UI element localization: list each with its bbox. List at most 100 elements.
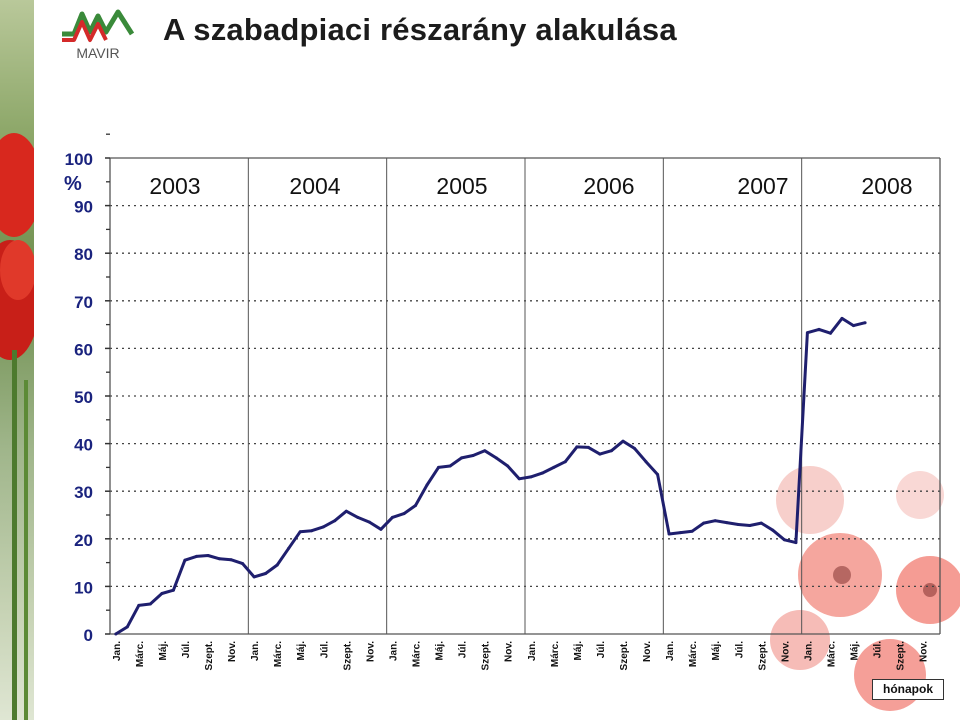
year-label: 2006 bbox=[583, 173, 634, 199]
data-point bbox=[275, 563, 279, 567]
x-tick-label: Máj. bbox=[158, 641, 169, 661]
data-point bbox=[829, 331, 832, 335]
data-point bbox=[160, 592, 164, 595]
x-tick-label: Szept. bbox=[896, 641, 907, 671]
data-point bbox=[402, 512, 406, 516]
y-tick-label: 70 bbox=[74, 293, 93, 312]
x-tick-label: Júl. bbox=[319, 641, 330, 658]
x-tick-label: Júl. bbox=[734, 641, 745, 658]
data-point bbox=[575, 445, 579, 449]
data-point bbox=[621, 439, 625, 443]
data-point bbox=[552, 465, 556, 469]
x-tick-label: Nov. bbox=[780, 641, 791, 662]
y-tick-label: 20 bbox=[74, 531, 93, 550]
data-point bbox=[679, 531, 683, 535]
data-point bbox=[817, 327, 821, 331]
year-label: 2008 bbox=[861, 173, 912, 199]
data-point bbox=[137, 603, 141, 607]
x-tick-label: Máj. bbox=[850, 641, 861, 661]
data-point bbox=[298, 530, 302, 534]
data-point bbox=[506, 464, 510, 468]
data-point bbox=[287, 546, 291, 550]
year-label: 2004 bbox=[289, 173, 340, 199]
data-point bbox=[171, 588, 175, 592]
data-point bbox=[437, 465, 440, 469]
y-tick-label: 60 bbox=[74, 340, 93, 359]
x-tick-label: Szept. bbox=[204, 641, 215, 671]
y-axis-unit-label: % bbox=[64, 173, 82, 195]
data-point bbox=[448, 464, 452, 468]
data-point bbox=[344, 509, 348, 513]
x-tick-label: Júl. bbox=[596, 641, 607, 658]
data-point bbox=[114, 632, 118, 636]
data-point bbox=[367, 520, 371, 524]
data-point bbox=[713, 519, 717, 523]
data-point bbox=[425, 483, 429, 487]
left-decorative-photo bbox=[0, 0, 42, 720]
data-point bbox=[494, 456, 498, 460]
y-tick-label: 40 bbox=[74, 436, 93, 455]
data-point bbox=[702, 521, 706, 525]
x-axis-label-box: hónapok bbox=[872, 679, 944, 700]
data-point bbox=[782, 538, 786, 542]
data-point bbox=[633, 446, 636, 450]
x-tick-label: Márc. bbox=[826, 641, 837, 667]
y-tick-label: 80 bbox=[74, 245, 93, 264]
data-point bbox=[586, 445, 590, 449]
data-point bbox=[471, 454, 475, 457]
data-point bbox=[414, 504, 417, 507]
page-title: A szabadpiaci részarány alakulása bbox=[163, 12, 677, 47]
year-label: 2005 bbox=[436, 173, 487, 199]
mavir-logo: MAVIR bbox=[62, 9, 135, 61]
data-point bbox=[206, 554, 210, 557]
x-tick-label: Nov. bbox=[504, 641, 515, 662]
y-tick-label: 10 bbox=[74, 578, 93, 597]
x-tick-label: Jan. bbox=[388, 641, 399, 661]
x-tick-label: Nov. bbox=[642, 641, 653, 662]
year-label: 2003 bbox=[149, 173, 200, 199]
x-tick-label: Jan. bbox=[665, 641, 676, 661]
data-point bbox=[252, 575, 256, 579]
data-point bbox=[264, 572, 268, 575]
x-tick-label: Márc. bbox=[550, 641, 561, 667]
data-point bbox=[794, 541, 798, 545]
x-tick-label: Márc. bbox=[135, 641, 146, 667]
x-tick-label: Márc. bbox=[688, 641, 699, 667]
x-tick-label: Nov. bbox=[365, 641, 376, 662]
x-tick-label: Szept. bbox=[619, 641, 630, 671]
x-tick-label: Szept. bbox=[342, 641, 353, 671]
data-point bbox=[379, 527, 383, 531]
x-tick-label: Júl. bbox=[181, 641, 192, 658]
data-point bbox=[241, 562, 245, 566]
x-tick-label: Szept. bbox=[757, 641, 768, 671]
data-point bbox=[333, 519, 337, 523]
x-tick-label: Máj. bbox=[711, 641, 722, 661]
data-point bbox=[229, 558, 233, 562]
data-point bbox=[321, 525, 325, 529]
data-point bbox=[148, 602, 152, 606]
x-tick-label: Jan. bbox=[250, 641, 261, 661]
data-point bbox=[483, 449, 487, 453]
year-label: 2007 bbox=[737, 173, 788, 199]
y-tick-label: 90 bbox=[74, 198, 93, 217]
data-point bbox=[771, 528, 775, 532]
data-point bbox=[748, 524, 752, 527]
data-point bbox=[125, 625, 129, 629]
x-tick-label: Nov. bbox=[227, 641, 238, 662]
data-point bbox=[356, 515, 360, 519]
data-point bbox=[840, 316, 844, 320]
data-point bbox=[725, 521, 729, 525]
data-point bbox=[690, 529, 694, 533]
data-point bbox=[644, 460, 648, 464]
x-tick-label: Jan. bbox=[527, 641, 538, 661]
data-point bbox=[598, 452, 602, 456]
data-point bbox=[218, 557, 221, 561]
data-point bbox=[563, 460, 567, 464]
data-point bbox=[736, 523, 740, 526]
data-point bbox=[805, 331, 809, 335]
data-point bbox=[667, 532, 671, 536]
y-tick-label: 0 bbox=[84, 626, 93, 645]
data-point bbox=[529, 475, 533, 479]
data-point bbox=[183, 558, 187, 562]
